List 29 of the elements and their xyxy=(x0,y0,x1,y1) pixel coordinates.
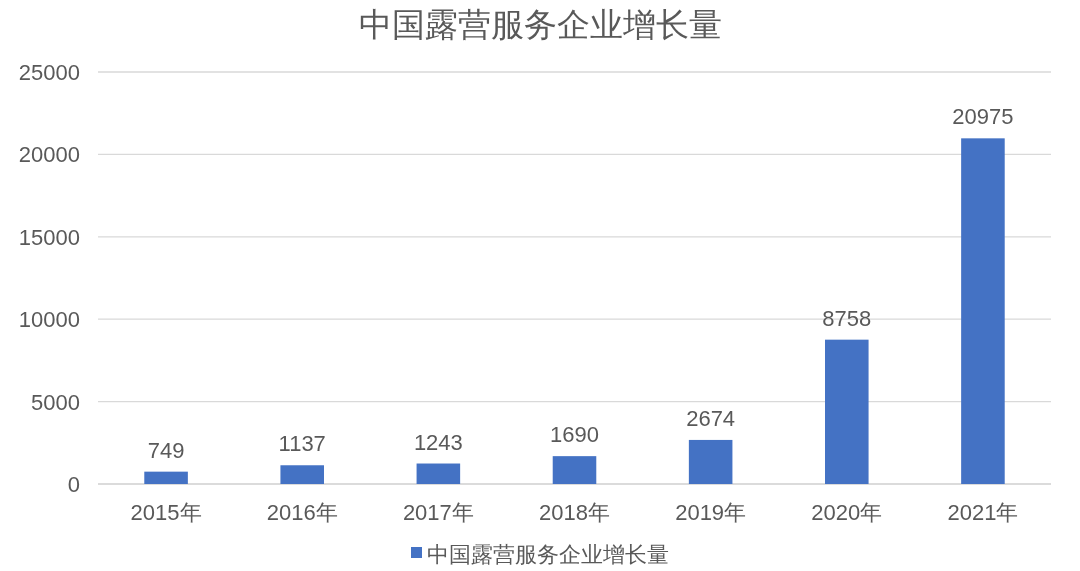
bar xyxy=(552,456,597,484)
x-tick-label: 2017年 xyxy=(402,500,474,525)
bar xyxy=(688,439,733,484)
data-label: 1690 xyxy=(550,422,599,448)
bar xyxy=(144,471,188,484)
data-label: 1243 xyxy=(413,429,463,455)
bar xyxy=(825,339,869,484)
data-label: 749 xyxy=(147,437,185,463)
bar xyxy=(416,463,461,484)
legend: 中国露营服务企业增长量 xyxy=(411,542,669,567)
y-tick-label: 0 xyxy=(67,472,80,497)
x-tick-label: 2019年 xyxy=(675,500,747,525)
y-tick-label: 10000 xyxy=(18,307,80,333)
bar xyxy=(280,465,324,484)
y-tick-label: 25000 xyxy=(18,60,80,85)
x-tick-label: 2021年 xyxy=(947,500,1019,525)
y-tick-label: 5000 xyxy=(31,389,80,415)
data-label: 8758 xyxy=(822,305,872,331)
x-tick-label: 2015年 xyxy=(130,500,202,525)
title: 中国露营服务企业增长量 xyxy=(358,6,722,43)
y-tick-label: 15000 xyxy=(18,224,80,250)
x-tick-label: 2020年 xyxy=(811,500,883,525)
bar xyxy=(961,138,1005,484)
data-label: 1137 xyxy=(278,431,326,457)
data-label: 2674 xyxy=(686,405,736,431)
y-tick-label: 20000 xyxy=(18,142,80,168)
x-tick-label: 2018年 xyxy=(539,500,610,525)
data-label: 20975 xyxy=(952,104,1014,130)
x-tick-label: 2016年 xyxy=(266,500,338,525)
